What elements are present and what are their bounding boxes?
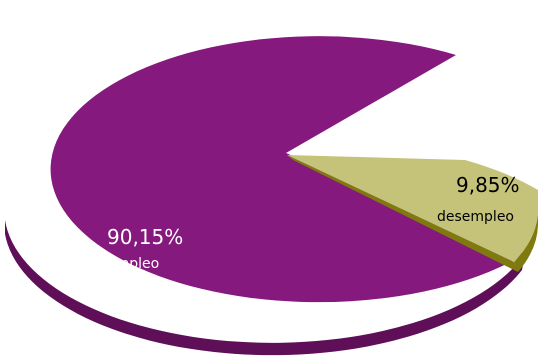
pie-slice-empleo [50, 36, 526, 303]
slice-label-empleo-value: 90,15% [107, 225, 183, 249]
slice-label-empleo-name: empleo [107, 256, 159, 272]
slice-label-desempleo-value: 9,85% [456, 173, 520, 197]
pie-slice-desempleo [287, 155, 538, 262]
pie-slice-desempleo-rim [514, 206, 538, 272]
pie-slice-desempleo-side [287, 155, 518, 272]
slice-label-empleo: 90,15% empleo [107, 225, 183, 272]
slice-label-desempleo-name: desempleo [437, 209, 514, 225]
slice-label-desempleo: 9,85% desempleo [437, 173, 520, 225]
